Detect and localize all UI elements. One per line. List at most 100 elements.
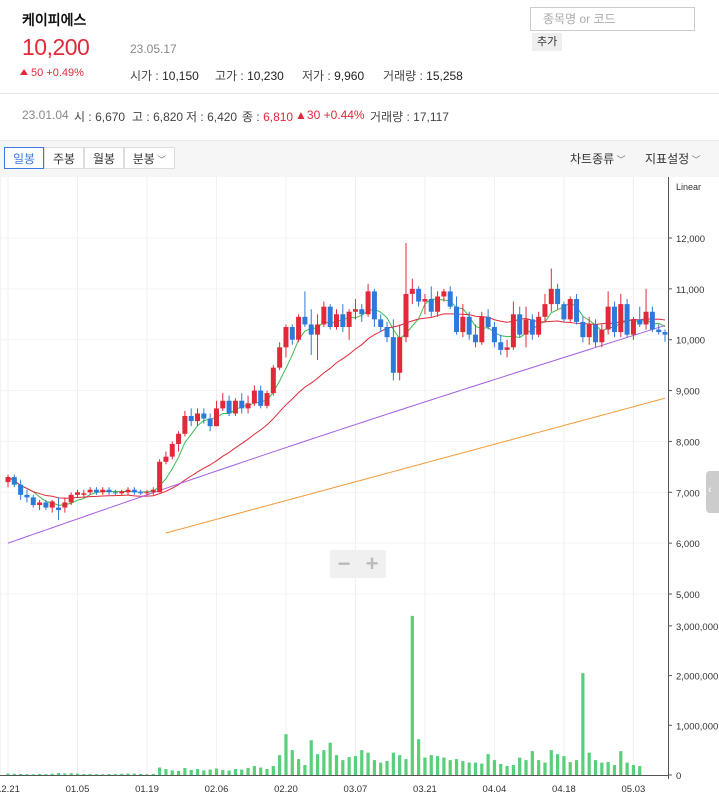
y-tick-label: 11,000 (676, 285, 704, 296)
candle-up (460, 316, 466, 333)
volume-bar (360, 750, 364, 775)
y-tick-label: 12,000 (676, 234, 705, 245)
candle-up (68, 494, 74, 503)
tab-weekly[interactable]: 주봉 (44, 147, 84, 169)
volume-bar (25, 774, 29, 775)
volume-bar (486, 754, 490, 775)
tab-daily[interactable]: 일봉 (4, 147, 44, 169)
volume-bar (448, 760, 452, 775)
chevron-down-icon: ﹀ (614, 155, 626, 165)
candle-up (169, 443, 175, 457)
volume-bar (107, 774, 111, 775)
chevron-left-icon: ‹ (708, 484, 712, 496)
volume-bar (543, 762, 547, 775)
zoom-in-button[interactable]: + (365, 551, 379, 576)
history-close: 종 : 6,810 (242, 110, 294, 124)
candle-up (277, 347, 283, 368)
candle-down (371, 291, 377, 320)
candle-down (466, 316, 472, 335)
volume-bar (139, 774, 143, 775)
candle-up (182, 416, 188, 434)
side-panel-handle[interactable]: ‹ (706, 471, 719, 513)
chevron-down-icon: ﹀ (154, 155, 167, 165)
volume-bar (69, 773, 73, 775)
candle-up (321, 306, 327, 325)
tab-minute[interactable]: 분봉 ﹀ (124, 147, 175, 169)
candle-up (245, 403, 251, 409)
volume-bar (461, 761, 465, 775)
volume-bar (568, 762, 572, 775)
scale-label: Linear (676, 182, 701, 192)
candle-down (517, 314, 523, 335)
indicator-settings-menu[interactable]: 지표설정 ﹀ (645, 152, 701, 166)
volume-bar (12, 773, 16, 775)
volume-bar (353, 756, 358, 775)
search-input[interactable] (530, 7, 695, 31)
volume-bar (322, 750, 326, 775)
volume-bar (524, 760, 528, 775)
volume-bar (417, 739, 421, 775)
chart-type-menu[interactable]: 차트종류 ﹀ (570, 152, 626, 166)
candle-down (308, 324, 314, 335)
volume-bar (101, 774, 105, 775)
y-tick-label: 7,000 (676, 488, 700, 499)
volume-tick-label: 1,000,000 (676, 721, 718, 732)
volume-bar (56, 773, 61, 775)
x-tick-label: 03.21 (413, 784, 437, 795)
volume-bar (518, 757, 522, 775)
candle-up (523, 319, 529, 335)
candle-down (56, 507, 62, 511)
volume-bar (379, 762, 383, 775)
chevron-down-icon: ﹀ (689, 155, 701, 165)
volume-bar (505, 766, 509, 775)
x-tick-label: 04.04 (483, 784, 507, 795)
volume-bar (233, 769, 238, 775)
volume-bar (574, 760, 579, 775)
y-tick-label: 10,000 (676, 336, 705, 347)
volume-bar (612, 765, 617, 775)
y-tick-label: 9,000 (676, 387, 700, 398)
candle-down (593, 324, 599, 343)
volume-bar (214, 768, 219, 775)
candle-down (239, 400, 245, 409)
volume-bar (75, 773, 80, 775)
candle-down (359, 309, 365, 315)
stat-low: 저가 : 9,960 (302, 69, 365, 83)
history-volume: 거래량 : 17,117 (370, 110, 449, 124)
x-tick-label: 02.20 (274, 784, 298, 795)
candle-up (397, 337, 403, 373)
volume-bar (429, 755, 433, 775)
candle-up (605, 306, 611, 330)
volume-bar (303, 765, 307, 775)
volume-bar (638, 766, 642, 775)
zoom-out-button[interactable]: − (337, 551, 351, 576)
volume-bar (442, 757, 446, 775)
candle-down (529, 319, 535, 335)
candle-up (100, 489, 106, 493)
volume-bar (31, 774, 35, 775)
candle-down (30, 497, 36, 505)
ma5-line (7, 298, 666, 506)
candle-up (536, 316, 542, 335)
volume-bar (37, 773, 42, 775)
candle-up (352, 309, 358, 312)
candle-down (454, 306, 460, 333)
candle-up (62, 502, 68, 508)
candle-up (643, 311, 649, 325)
candle-down (302, 316, 308, 325)
volume-bar (556, 754, 560, 775)
price-chart[interactable]: 12.21 01.05 01.19 02.06 02.20 03.07 03.21 04.04… (0, 177, 719, 801)
volume-bar (183, 768, 187, 775)
history-open: 시 : 6,670 (74, 110, 126, 124)
volume-bar (271, 766, 275, 775)
tab-monthly[interactable]: 월봉 (84, 147, 124, 169)
y-tick-label: 5,000 (676, 590, 700, 601)
volume-bar (410, 615, 414, 775)
volume-bar (404, 759, 408, 775)
candle-up (49, 501, 55, 508)
candle-down (188, 416, 194, 422)
volume-bar (19, 774, 23, 775)
add-button[interactable]: 추가 (532, 33, 563, 51)
candle-down (201, 413, 207, 419)
candle-up (157, 461, 163, 493)
